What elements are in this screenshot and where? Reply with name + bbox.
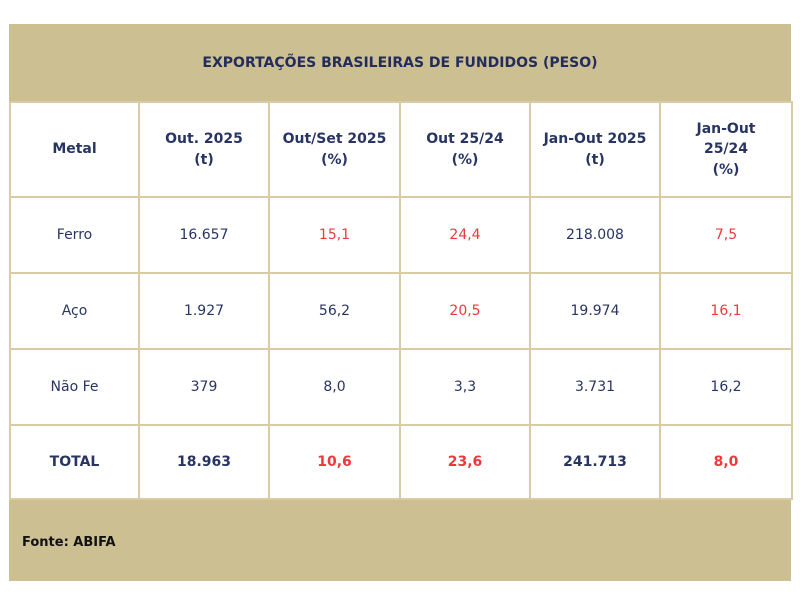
table-cell: 16.657 xyxy=(138,196,270,274)
column-header-line: (t) xyxy=(194,151,214,168)
column-header-line: Out. 2025 xyxy=(165,131,243,148)
table-cell: 3,3 xyxy=(399,348,531,426)
table-cell: 16,2 xyxy=(659,348,793,426)
table-cell: 19.974 xyxy=(529,272,661,350)
table-cell: 218.008 xyxy=(529,196,661,274)
table-cell: 16,1 xyxy=(659,272,793,350)
table-cell: 18.963 xyxy=(138,424,270,500)
column-header-line: Metal xyxy=(52,141,97,158)
row-label: Aço xyxy=(9,272,140,350)
table-cell: 241.713 xyxy=(529,424,661,500)
column-header: Out 25/24 (%) xyxy=(399,101,531,198)
table-cell: 8,0 xyxy=(268,348,401,426)
table-cell: 8,0 xyxy=(659,424,793,500)
column-header-line: Jan-Out xyxy=(696,121,756,138)
row-label: TOTAL xyxy=(9,424,140,500)
table-title: EXPORTAÇÕES BRASILEIRAS DE FUNDIDOS (PES… xyxy=(202,54,598,71)
column-header-line: 25/24 xyxy=(703,141,749,158)
source-note: Fonte: ABIFA xyxy=(22,534,116,550)
column-header-line: Jan-Out 2025 xyxy=(543,131,647,148)
table-card: EXPORTAÇÕES BRASILEIRAS DE FUNDIDOS (PES… xyxy=(9,24,793,581)
column-header-line: (%) xyxy=(321,151,348,168)
table-cell: 56,2 xyxy=(268,272,401,350)
exports-table: Metal Out. 2025 (t) Out/Set 2025 (%) Out 25/2… xyxy=(9,101,793,500)
column-header: Jan-Out 2025 (t) xyxy=(529,101,661,198)
table-cell: 379 xyxy=(138,348,270,426)
table-cell: 23,6 xyxy=(399,424,531,500)
table-cell: 20,5 xyxy=(399,272,531,350)
table-cell: 1.927 xyxy=(138,272,270,350)
table-row: Não Fe 379 8,0 3,3 3.731 16,2 xyxy=(9,348,793,426)
row-label: Não Fe xyxy=(9,348,140,426)
column-header-line: Out 25/24 xyxy=(426,131,504,148)
total-row: TOTAL 18.963 10,6 23,6 241.713 8,0 xyxy=(9,424,793,500)
column-header-line: (%) xyxy=(712,161,740,178)
table-cell: 3.731 xyxy=(529,348,661,426)
column-header-line: (t) xyxy=(585,151,605,168)
table-row: Ferro 16.657 15,1 24,4 218.008 7,5 xyxy=(9,196,793,274)
column-header-line: (%) xyxy=(451,151,479,168)
table-row: Aço 1.927 56,2 20,5 19.974 16,1 xyxy=(9,272,793,350)
table-cell: 10,6 xyxy=(268,424,401,500)
table-cell: 15,1 xyxy=(268,196,401,274)
column-header: Out. 2025 (t) xyxy=(138,101,270,198)
column-header-line: Out/Set 2025 xyxy=(282,131,387,148)
column-header: Out/Set 2025 (%) xyxy=(268,101,401,198)
table-cell: 24,4 xyxy=(399,196,531,274)
table-cell: 7,5 xyxy=(659,196,793,274)
column-header: Jan-Out 25/24 (%) xyxy=(659,101,793,198)
header-row: Metal Out. 2025 (t) Out/Set 2025 (%) Out 25/2… xyxy=(9,101,793,198)
row-label: Ferro xyxy=(9,196,140,274)
column-header: Metal xyxy=(9,101,140,198)
